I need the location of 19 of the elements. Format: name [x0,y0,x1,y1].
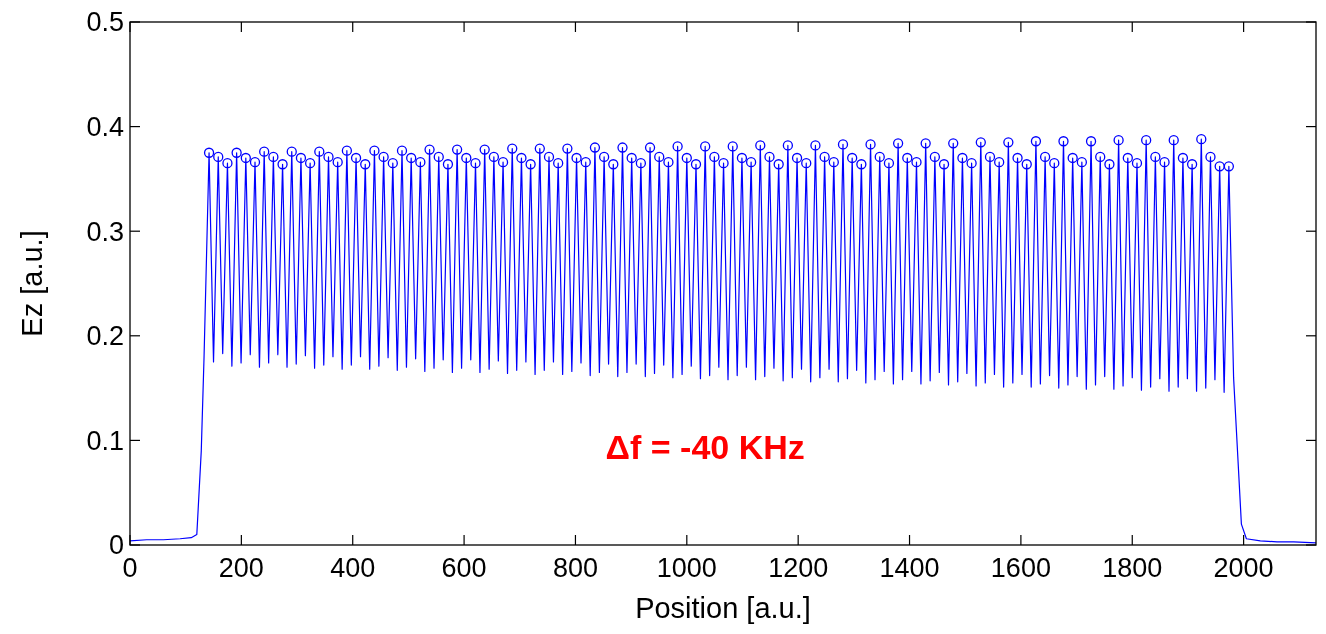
y-tick-label: 0.4 [86,112,124,143]
y-axis-title: Ez [a.u.] [16,230,48,337]
annotation: Δf = -40 KHz [605,427,805,466]
x-tick-label: 600 [441,553,487,583]
x-tick-label: 400 [330,553,376,583]
x-tick-label: 200 [218,553,264,583]
y-tick-label: 0.2 [86,321,124,352]
x-tick-label: 800 [552,553,598,583]
x-tick-label: 1400 [879,553,940,583]
x-tick-label: 1000 [656,553,717,583]
x-axis-title: Position [a.u.] [635,592,811,624]
y-tick-label: 0.5 [86,7,124,38]
x-tick-label: 1200 [768,553,829,583]
y-tick-label: 0.3 [86,216,124,247]
x-tick-label: 1600 [990,553,1051,583]
x-tick-label: 1800 [1102,553,1163,583]
y-tick-label: 0 [108,530,124,561]
y-tick-label: 0.1 [86,425,124,456]
x-tick-label: 2000 [1213,553,1274,583]
